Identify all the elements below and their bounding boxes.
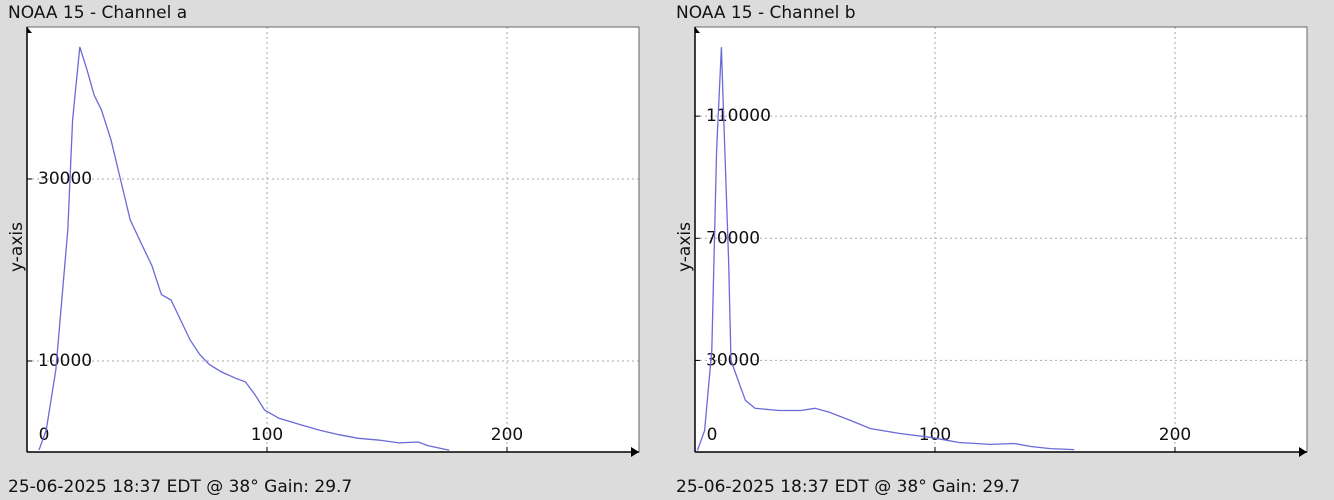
x-tick-label: 200	[491, 425, 523, 445]
x-axis-arrow	[1299, 447, 1307, 457]
chart-title: NOAA 15 - Channel b	[676, 3, 856, 23]
plot-area	[695, 27, 1307, 452]
chart-title: NOAA 15 - Channel a	[8, 3, 187, 23]
y-tick-label: 70000	[706, 228, 760, 248]
x-tick-label: 100	[919, 425, 951, 445]
footer-text: 25-06-2025 18:37 EDT @ 38° Gain: 29.7	[8, 477, 352, 497]
y-tick-label: 30000	[38, 169, 92, 189]
histogram-line	[38, 46, 450, 451]
y-tick-label: 10000	[38, 351, 92, 371]
y-axis-label: y-axis	[7, 222, 27, 272]
x-tick-label: 200	[1159, 425, 1191, 445]
histogram-line	[696, 47, 1075, 451]
x-tick-label: 0	[707, 425, 718, 445]
y-axis-label: y-axis	[675, 222, 695, 272]
y-tick-label: 110000	[706, 106, 771, 126]
y-axis-arrow	[27, 27, 32, 33]
plot-area	[27, 27, 639, 452]
y-axis-arrow	[695, 27, 700, 33]
x-tick-label: 100	[251, 425, 283, 445]
x-axis-arrow	[631, 447, 639, 457]
y-tick-label: 30000	[706, 350, 760, 370]
footer-text: 25-06-2025 18:37 EDT @ 38° Gain: 29.7	[676, 477, 1020, 497]
